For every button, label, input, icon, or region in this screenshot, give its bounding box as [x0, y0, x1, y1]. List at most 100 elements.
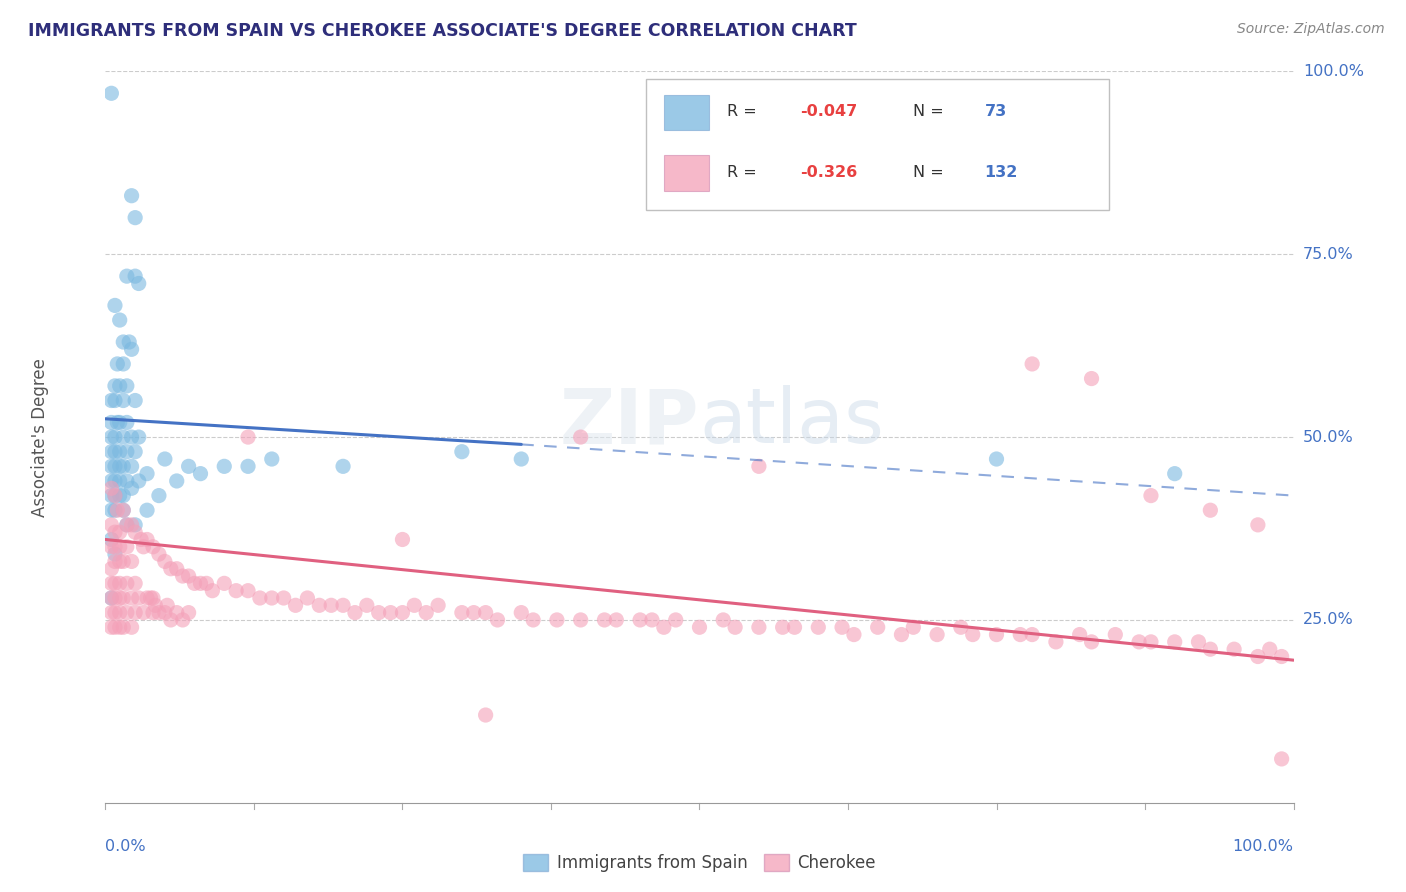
Point	[124, 393, 146, 408]
Point	[148, 606, 170, 620]
Point	[136, 591, 159, 605]
Point	[104, 430, 127, 444]
Point	[1258, 642, 1281, 657]
Point	[112, 334, 135, 349]
Point	[1223, 642, 1246, 657]
Point	[104, 489, 127, 503]
Point	[153, 452, 176, 467]
Point	[104, 525, 127, 540]
Text: -0.047: -0.047	[800, 104, 858, 120]
Point	[641, 613, 664, 627]
Point	[121, 430, 143, 444]
Text: ZIP: ZIP	[560, 385, 700, 459]
Point	[569, 613, 592, 627]
Point	[166, 562, 188, 576]
Point	[104, 576, 127, 591]
Text: 25.0%: 25.0%	[1303, 613, 1354, 627]
Point	[100, 481, 122, 495]
Point	[108, 554, 131, 568]
Point	[842, 627, 865, 641]
Point	[108, 474, 131, 488]
Point	[652, 620, 675, 634]
Point	[128, 474, 150, 488]
Point	[124, 576, 146, 591]
Point	[115, 517, 138, 532]
Point	[866, 620, 889, 634]
Point	[380, 606, 402, 620]
Point	[124, 525, 146, 540]
Point	[225, 583, 247, 598]
Point	[108, 591, 131, 605]
Point	[1271, 752, 1294, 766]
Point	[121, 591, 143, 605]
Point	[201, 583, 224, 598]
Point	[139, 591, 162, 605]
Text: IMMIGRANTS FROM SPAIN VS CHEROKEE ASSOCIATE'S DEGREE CORRELATION CHART: IMMIGRANTS FROM SPAIN VS CHEROKEE ASSOCI…	[28, 22, 856, 40]
Point	[190, 467, 212, 481]
Point	[986, 452, 1008, 467]
Text: Source: ZipAtlas.com: Source: ZipAtlas.com	[1237, 22, 1385, 37]
Legend: Immigrants from Spain, Cherokee: Immigrants from Spain, Cherokee	[516, 847, 883, 879]
Point	[1199, 503, 1222, 517]
Point	[236, 459, 259, 474]
Text: Associate's Degree: Associate's Degree	[31, 358, 49, 516]
Point	[391, 606, 413, 620]
Point	[949, 620, 972, 634]
Point	[156, 599, 179, 613]
Point	[112, 591, 135, 605]
Point	[1140, 489, 1163, 503]
Point	[724, 620, 747, 634]
Point	[121, 481, 143, 495]
Point	[121, 343, 143, 357]
Point	[108, 606, 131, 620]
Point	[748, 459, 770, 474]
Text: 50.0%: 50.0%	[1303, 430, 1354, 444]
Point	[121, 188, 143, 202]
Point	[903, 620, 925, 634]
Point	[112, 554, 135, 568]
Point	[142, 606, 165, 620]
Point	[142, 591, 165, 605]
Point	[104, 591, 127, 605]
Point	[108, 525, 131, 540]
Point	[115, 540, 138, 554]
Point	[474, 708, 496, 723]
Point	[100, 87, 122, 101]
Point	[962, 627, 984, 641]
Point	[132, 540, 155, 554]
Point	[104, 540, 127, 554]
Point	[124, 606, 146, 620]
Point	[112, 393, 135, 408]
Point	[148, 489, 170, 503]
Point	[121, 554, 143, 568]
Point	[142, 540, 165, 554]
Text: R =: R =	[727, 104, 756, 120]
Point	[748, 620, 770, 634]
Point	[100, 606, 122, 620]
Text: -0.326: -0.326	[800, 165, 858, 180]
Point	[415, 606, 437, 620]
Point	[297, 591, 319, 605]
Point	[605, 613, 627, 627]
Point	[628, 613, 651, 627]
Point	[689, 620, 711, 634]
Point	[104, 444, 127, 458]
Point	[546, 613, 568, 627]
Point	[1021, 627, 1043, 641]
Point	[1080, 371, 1102, 385]
Point	[115, 474, 138, 488]
Point	[100, 620, 122, 634]
Point	[128, 591, 150, 605]
Point	[1271, 649, 1294, 664]
Point	[108, 444, 131, 458]
Point	[172, 613, 194, 627]
Point	[308, 599, 330, 613]
Point	[236, 583, 259, 598]
Point	[831, 620, 853, 634]
Point	[166, 606, 188, 620]
Point	[100, 576, 122, 591]
Point	[148, 547, 170, 561]
Point	[711, 613, 734, 627]
Point	[332, 599, 354, 613]
Point	[105, 357, 128, 371]
